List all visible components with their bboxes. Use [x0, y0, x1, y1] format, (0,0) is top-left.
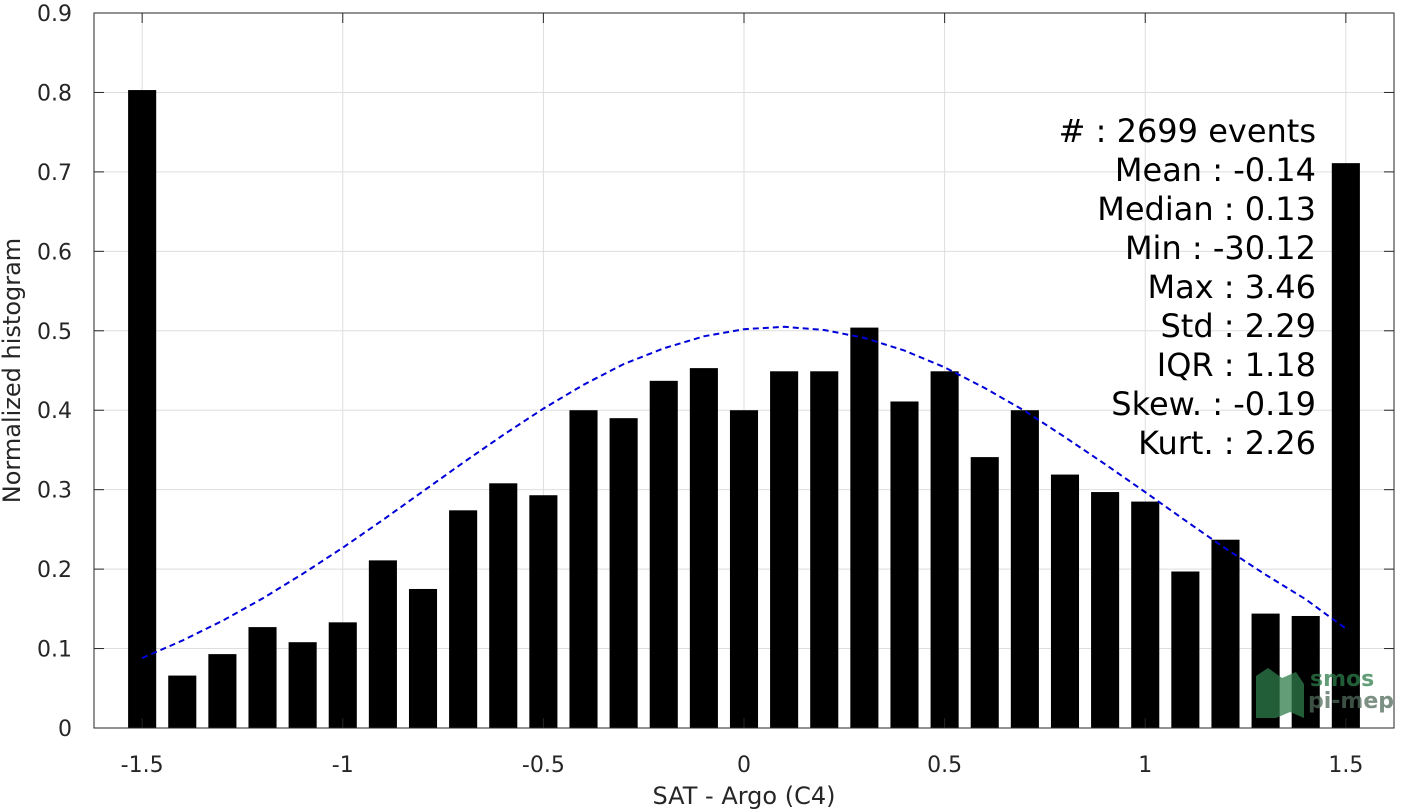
- bar-7: [408, 588, 438, 728]
- y-axis-ticks: 0 0.1 0.2 0.3 0.4 0.5 0.6 0.7 0.8 0.9: [37, 2, 1394, 742]
- stats-line-6: IQR : 1.18: [1157, 346, 1316, 384]
- stats-line-4: Max : 3.46: [1147, 268, 1316, 306]
- y-tick-label-6: 0.6: [37, 240, 72, 265]
- bar-23: [1050, 474, 1080, 728]
- logo-text-line2: pi-mep: [1308, 689, 1394, 714]
- bar-26: [1171, 571, 1200, 728]
- bar-5: [328, 622, 357, 728]
- y-tick-label-0: 0: [58, 717, 72, 742]
- stats-line-8: Kurt. : 2.26: [1138, 424, 1316, 462]
- bar-13: [649, 380, 678, 728]
- stats-line-1: Mean : -0.14: [1115, 151, 1316, 189]
- y-tick-label-2: 0.2: [37, 558, 72, 583]
- y-tick-label-5: 0.5: [37, 320, 72, 345]
- bar-17: [810, 371, 839, 728]
- bar-0: [128, 90, 157, 729]
- x-axis-ticks: -1.5 -1 -0.5 0 0.5 1 1.5: [121, 13, 1363, 778]
- x-tick-label-0: -1.5: [121, 753, 164, 778]
- bar-11: [569, 410, 598, 728]
- stats-line-5: Std : 2.29: [1160, 307, 1316, 345]
- bar-22: [1010, 410, 1039, 728]
- logo-text-line1: smos: [1310, 667, 1374, 692]
- bar-27: [1211, 539, 1240, 728]
- smos-pimep-logo: smos pi-mep: [1256, 667, 1394, 718]
- x-axis-label: SAT - Argo (C4): [653, 782, 836, 810]
- y-tick-label-9: 0.9: [37, 2, 72, 27]
- x-tick-label-1: -1: [332, 753, 354, 778]
- x-tick-label-2: -0.5: [522, 753, 565, 778]
- bar-3: [248, 627, 277, 728]
- x-tick-label-6: 1.5: [1328, 753, 1363, 778]
- x-tick-label-4: 0.5: [927, 753, 962, 778]
- bar-14: [689, 368, 718, 728]
- bar-12: [609, 418, 638, 728]
- bar-1: [168, 675, 197, 728]
- bar-25: [1131, 501, 1160, 728]
- logo-mark-icon: [1256, 668, 1304, 718]
- bar-15: [729, 410, 759, 728]
- x-tick-label-5: 1: [1138, 753, 1152, 778]
- bar-20: [930, 371, 959, 728]
- bar-24: [1091, 492, 1120, 728]
- bars: [128, 90, 1360, 729]
- bar-10: [529, 495, 558, 728]
- bar-9: [489, 483, 518, 728]
- y-tick-label-1: 0.1: [37, 638, 72, 663]
- stats-line-7: Skew. : -0.19: [1111, 385, 1316, 423]
- fit-curve: [141, 325, 1347, 660]
- bar-21: [970, 457, 999, 728]
- y-axis-label: Normalized histogram: [0, 238, 26, 503]
- bar-4: [288, 642, 317, 728]
- bar-19: [890, 401, 919, 728]
- stats-line-0: # : 2699 events: [1059, 112, 1316, 150]
- y-tick-label-4: 0.4: [37, 399, 72, 424]
- stats-line-3: Min : -30.12: [1125, 229, 1316, 267]
- y-tick-label-7: 0.7: [37, 161, 72, 186]
- bar-30: [1331, 163, 1360, 728]
- bar-18: [850, 327, 879, 728]
- x-tick-label-3: 0: [737, 753, 751, 778]
- bar-2: [208, 654, 237, 728]
- stats-line-2: Median : 0.13: [1097, 190, 1316, 228]
- bar-8: [449, 510, 478, 728]
- bar-6: [368, 560, 397, 728]
- y-tick-label-3: 0.3: [37, 479, 72, 504]
- y-tick-label-8: 0.8: [37, 81, 72, 106]
- bar-16: [770, 371, 799, 728]
